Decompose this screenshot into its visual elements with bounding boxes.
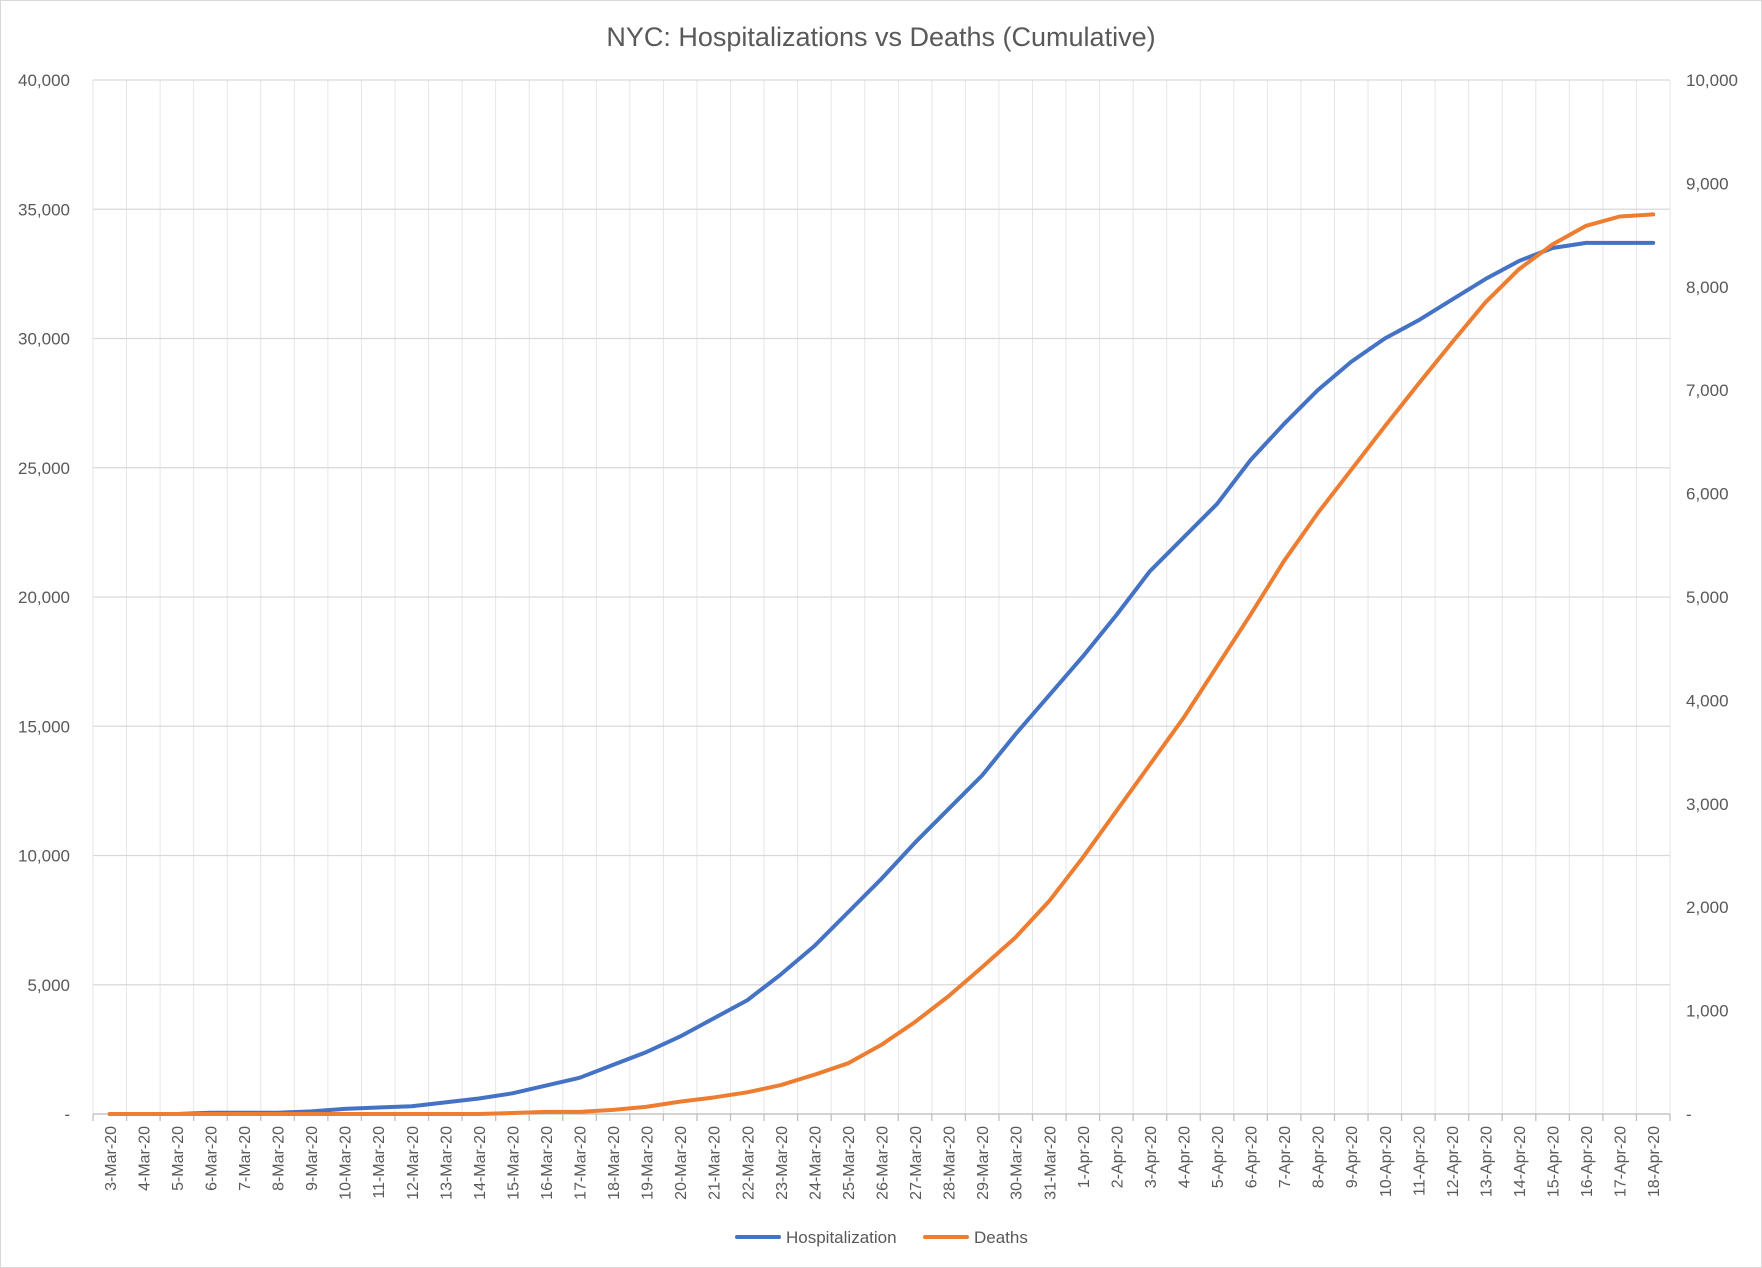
x-tick-label: 26-Mar-20	[875, 1126, 892, 1200]
x-tick-label: 2-Apr-20	[1109, 1126, 1126, 1188]
right-y-tick-label: 9,000	[1686, 174, 1729, 193]
x-tick-label: 15-Mar-20	[505, 1126, 522, 1200]
x-tick-label: 8-Mar-20	[271, 1126, 288, 1191]
x-tick-label: 3-Mar-20	[103, 1126, 120, 1191]
legend-label-hospitalization: Hospitalization	[786, 1228, 897, 1247]
x-tick-label: 29-Mar-20	[975, 1126, 992, 1200]
x-tick-label: 9-Apr-20	[1344, 1126, 1361, 1188]
x-tick-label: 7-Apr-20	[1277, 1126, 1294, 1188]
x-tick-label: 16-Apr-20	[1579, 1126, 1596, 1197]
left-y-tick-label: 15,000	[18, 717, 70, 736]
left-y-tick-label: 40,000	[18, 71, 70, 90]
chart-title: NYC: Hospitalizations vs Deaths (Cumulat…	[606, 22, 1155, 52]
x-tick-label: 4-Mar-20	[136, 1126, 153, 1191]
x-tick-label: 30-Mar-20	[1009, 1126, 1026, 1200]
right-y-tick-label: 8,000	[1686, 278, 1729, 297]
right-y-tick-label: 2,000	[1686, 898, 1729, 917]
x-tick-label: 11-Apr-20	[1411, 1126, 1428, 1196]
x-tick-label: 28-Mar-20	[942, 1126, 959, 1200]
left-y-axis: - 5,000 10,000 15,000 20,000 25,000 30,000 35,0…	[18, 71, 70, 1124]
x-tick-label: 10-Apr-20	[1378, 1126, 1395, 1197]
series-line-deaths	[107, 212, 1656, 1116]
left-y-tick-label: 35,000	[18, 200, 70, 219]
x-tick-label: 6-Apr-20	[1244, 1126, 1261, 1188]
x-tick-label: 20-Mar-20	[673, 1126, 690, 1200]
right-y-tick-label: 4,000	[1686, 691, 1729, 710]
x-tick-label: 27-Mar-20	[908, 1126, 925, 1200]
x-tick-label: 1-Apr-20	[1076, 1126, 1093, 1188]
x-tick-label: 14-Apr-20	[1512, 1126, 1529, 1197]
right-y-tick-label: 6,000	[1686, 485, 1729, 504]
x-tick-label: 12-Mar-20	[405, 1126, 422, 1200]
right-y-tick-label: 1,000	[1686, 1002, 1729, 1021]
left-y-tick-label: 10,000	[18, 847, 70, 866]
right-y-tick-label: -	[1686, 1105, 1692, 1124]
right-y-axis: - 1,000 2,000 3,000 4,000 5,000 6,000 7,000 8,00…	[1686, 71, 1738, 1124]
x-tick-label: 17-Apr-20	[1613, 1126, 1630, 1197]
x-tick-label: 5-Apr-20	[1210, 1126, 1227, 1188]
x-axis: 3-Mar-20 4-Mar-20 5-Mar-20 6-Mar-20 7-Mar-20…	[92, 1113, 1671, 1200]
left-y-tick-label: -	[64, 1105, 70, 1124]
left-y-tick-label: 20,000	[18, 588, 70, 607]
x-tick-label: 21-Mar-20	[707, 1126, 724, 1200]
x-tick-label: 16-Mar-20	[539, 1126, 556, 1200]
x-tick-label: 14-Mar-20	[472, 1126, 489, 1200]
x-tick-label: 15-Apr-20	[1546, 1126, 1563, 1197]
right-y-tick-label: 3,000	[1686, 795, 1729, 814]
legend: Hospitalization Deaths	[735, 1228, 1028, 1247]
x-tick-label: 18-Apr-20	[1646, 1126, 1663, 1197]
x-tick-label: 10-Mar-20	[338, 1126, 355, 1200]
x-tick-label: 24-Mar-20	[807, 1126, 824, 1200]
right-y-tick-label: 5,000	[1686, 588, 1729, 607]
gridlines	[92, 79, 1671, 1115]
x-tick-label: 12-Apr-20	[1445, 1126, 1462, 1197]
x-tick-label: 11-Mar-20	[371, 1126, 388, 1199]
x-tick-label: 18-Mar-20	[606, 1126, 623, 1200]
x-tick-label: 5-Mar-20	[170, 1126, 187, 1191]
x-tick-label: 31-Mar-20	[1042, 1126, 1059, 1200]
x-tick-label: 3-Apr-20	[1143, 1126, 1160, 1188]
series-line-hospitalization	[107, 240, 1656, 1116]
x-tick-label: 19-Mar-20	[640, 1126, 657, 1200]
legend-label-deaths: Deaths	[974, 1228, 1028, 1247]
left-y-tick-label: 25,000	[18, 459, 70, 478]
x-tick-label: 22-Mar-20	[740, 1126, 757, 1200]
x-tick-label: 8-Apr-20	[1311, 1126, 1328, 1188]
left-y-tick-label: 5,000	[27, 976, 70, 995]
x-tick-label: 9-Mar-20	[304, 1126, 321, 1191]
x-tick-label: 13-Mar-20	[438, 1126, 455, 1200]
x-tick-label: 6-Mar-20	[203, 1126, 220, 1191]
x-tick-label: 7-Mar-20	[237, 1126, 254, 1191]
x-tick-label: 4-Apr-20	[1176, 1126, 1193, 1188]
right-y-tick-label: 7,000	[1686, 381, 1729, 400]
x-tick-label: 25-Mar-20	[841, 1126, 858, 1200]
x-tick-label: 23-Mar-20	[774, 1126, 791, 1200]
right-y-tick-label: 10,000	[1686, 71, 1738, 90]
x-tick-label: 13-Apr-20	[1478, 1126, 1495, 1197]
series-layer	[107, 212, 1656, 1116]
x-tick-label: 17-Mar-20	[573, 1126, 590, 1200]
left-y-tick-label: 30,000	[18, 330, 70, 349]
